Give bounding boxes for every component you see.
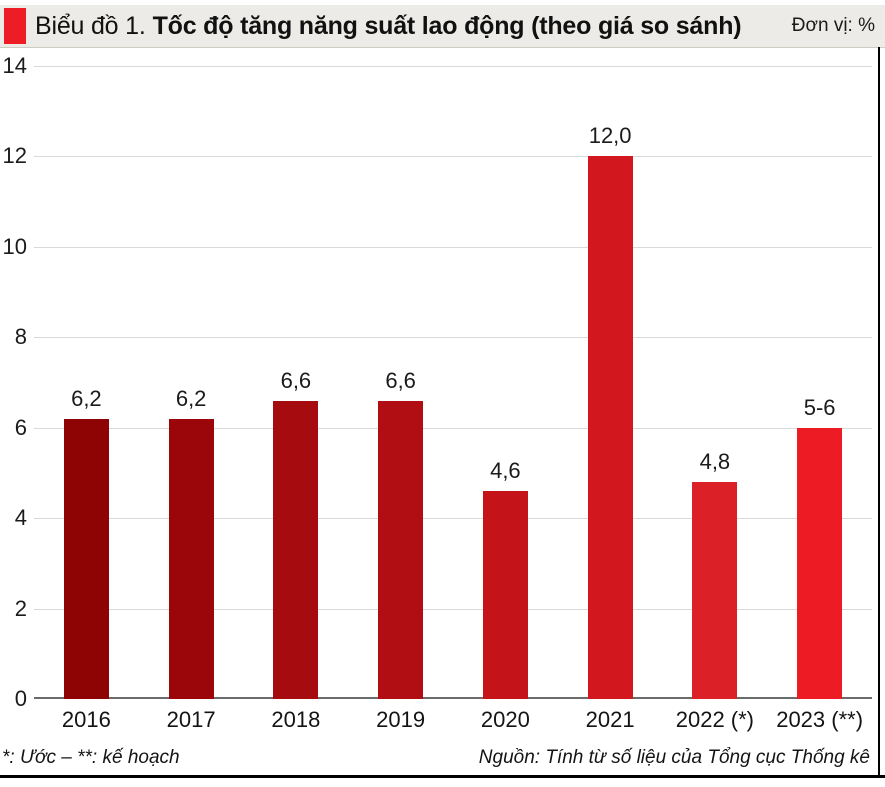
x-tick-label: 2017 (166, 707, 216, 732)
x-tick-label: 2023 (**) (776, 707, 864, 732)
bar-value-label: 4,6 (490, 458, 521, 484)
source-note: Nguồn: Tính từ số liệu của Tổng cục Thốn… (478, 747, 870, 768)
y-tick-label: 0 (14, 686, 27, 711)
red-accent-mark (4, 8, 26, 44)
plot-area: 0 2 4 6 8 10 12 14 6,2 6,2 6,6 6,6 4,6 12,0 4,8 5-6 (0, 47, 878, 711)
bar-slot: 4,8 (663, 47, 768, 699)
bar-value-label: 4,8 (699, 448, 731, 474)
x-tick-label: 2021 (585, 707, 635, 732)
gridline (34, 608, 872, 610)
bar-slot: 6,2 (139, 47, 244, 699)
bar (273, 400, 319, 699)
bar (587, 156, 633, 699)
gridline (34, 337, 872, 339)
bar-slot: 12,0 (558, 47, 663, 699)
x-tick-label: 2022 (*) (675, 707, 755, 732)
chart-title: Tốc độ tăng năng suất lao động (theo giá… (152, 11, 742, 40)
bar-value-label: 6,2 (175, 385, 207, 411)
bottom-divider (0, 775, 885, 778)
x-tick-label: 2018 (271, 707, 321, 732)
bar-slot: 6,2 (34, 47, 139, 699)
gridline (34, 156, 872, 158)
bar (63, 418, 109, 699)
bar-slot: 5-6 (767, 47, 872, 699)
title-band: Biểu đồ 1. Tốc độ tăng năng suất lao độn… (0, 5, 885, 48)
bar-slot: 6,6 (348, 47, 453, 699)
x-tick-label: 2019 (376, 707, 426, 732)
bars-container: 6,2 6,2 6,6 6,6 4,6 12,0 4,8 5-6 (34, 47, 872, 699)
bar-value-label: 6,6 (385, 367, 416, 393)
footnote-legend: *: Ước – **: kế hoạch (2, 747, 180, 768)
page-title: Biểu đồ 1. Tốc độ tăng năng suất lao độn… (35, 5, 742, 47)
gridline (34, 246, 872, 248)
bar-value-label: 12,0 (588, 123, 632, 149)
bar (168, 418, 214, 699)
bar (797, 427, 843, 699)
y-tick-label: 12 (2, 143, 27, 169)
bar-value-label: 6,2 (71, 385, 102, 411)
y-tick-label: 4 (14, 505, 27, 531)
gridline (34, 427, 872, 429)
y-tick-label: 2 (14, 595, 27, 621)
y-tick-label: 10 (2, 233, 27, 259)
gridline (34, 66, 872, 67)
bar-value-label: 6,6 (280, 367, 312, 393)
x-tick-label: 2016 (61, 707, 111, 732)
bar (378, 400, 424, 699)
bar-value-label: 5-6 (803, 394, 836, 420)
unit-label: Đơn vị: % (791, 15, 875, 36)
bar (692, 481, 738, 699)
gridline (34, 518, 872, 520)
y-tick-label: 8 (14, 324, 27, 350)
x-axis-line (34, 697, 872, 699)
y-tick-label: 14 (2, 53, 27, 78)
y-tick-label: 6 (14, 414, 27, 440)
bar (482, 491, 528, 699)
chart-number-label: Biểu đồ 1. (35, 11, 146, 40)
x-axis-labels: 2016 2017 2018 2019 2020 2021 2022 (*) 2023 (**… (34, 707, 872, 733)
bar-slot: 4,6 (453, 47, 558, 699)
bar-slot: 6,6 (244, 47, 349, 699)
chart-footer: *: Ước – **: kế hoạch Nguồn: Tính từ số … (2, 747, 870, 769)
chart-region: 0 2 4 6 8 10 12 14 6,2 6,2 6,6 6,6 4,6 12,0 4,8 5-6 201… (0, 47, 880, 775)
x-tick-label: 2020 (480, 707, 530, 732)
